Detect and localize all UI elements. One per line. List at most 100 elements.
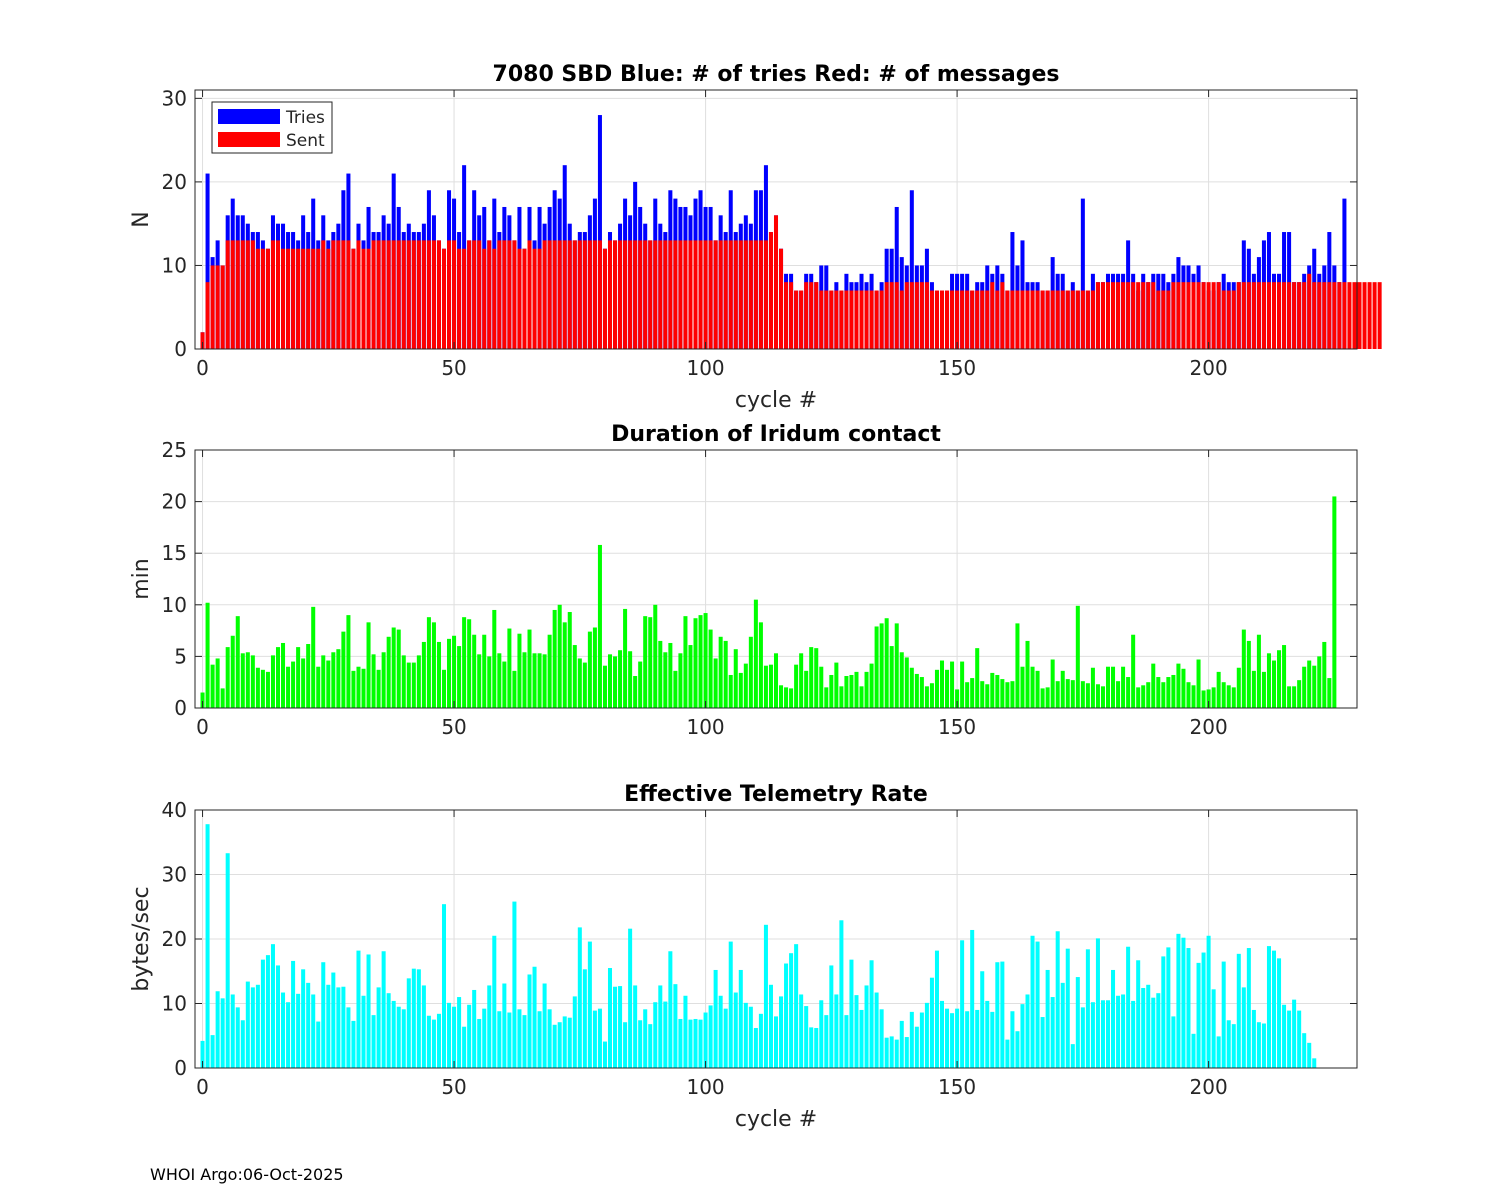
sent-bar: [547, 240, 552, 349]
rate-bar: [205, 824, 210, 1068]
rate-bar: [1251, 1009, 1256, 1068]
duration-bar: [884, 618, 889, 708]
rate-bar: [356, 950, 361, 1068]
sent-bar: [542, 240, 547, 349]
duration-bar: [371, 654, 376, 708]
sent-bar: [1075, 290, 1080, 349]
sent-bar: [939, 290, 945, 349]
chart-title: Duration of Iridum contact: [611, 422, 941, 447]
rate-bar: [1186, 948, 1191, 1068]
rate-bar: [487, 985, 492, 1068]
sent-bar: [245, 240, 250, 349]
rate-bar: [592, 1010, 597, 1068]
duration-bar: [562, 622, 567, 708]
sent-bar: [1156, 290, 1161, 349]
rate-bar: [1246, 948, 1251, 1068]
duration-bar: [336, 649, 341, 708]
sent-bar: [1126, 282, 1131, 349]
rate-bar: [623, 1022, 628, 1068]
x-tick-label: 150: [938, 715, 976, 739]
duration-bar: [1030, 666, 1035, 708]
sent-bar: [472, 240, 477, 349]
duration-bar: [1035, 670, 1040, 708]
sent-bar: [240, 240, 245, 349]
duration-bar: [1060, 670, 1065, 708]
rate-bar: [889, 1036, 894, 1068]
duration-bar: [819, 666, 824, 708]
sent-bar: [829, 290, 834, 349]
sent-bar: [1000, 282, 1005, 349]
rate-bar: [406, 978, 411, 1068]
sent-bar: [663, 240, 668, 349]
sent-bar: [436, 240, 441, 349]
rate-bar: [985, 1000, 990, 1068]
duration-bar: [849, 674, 854, 708]
sent-bar: [270, 240, 275, 349]
sent-bar: [613, 240, 618, 349]
duration-bar: [784, 687, 789, 708]
sent-bar: [1307, 273, 1312, 349]
tries-bar: [1342, 198, 1347, 349]
sent-bar: [321, 240, 326, 349]
rate-bar: [995, 962, 1000, 1068]
rate-bar: [965, 1011, 970, 1068]
tries-bar: [1080, 198, 1085, 349]
sent-bar: [779, 248, 784, 349]
sent-bar: [970, 290, 975, 349]
rate-bar: [341, 986, 346, 1068]
x-tick-label: 150: [938, 356, 976, 380]
rate-bar: [1266, 946, 1271, 1068]
rate-bar: [1131, 1000, 1136, 1068]
sent-bar: [441, 248, 447, 349]
duration-bar: [1332, 496, 1337, 708]
sent-bar: [879, 290, 884, 349]
rate-bar: [527, 974, 532, 1068]
duration-bar: [602, 665, 607, 708]
duration-bar: [1312, 665, 1317, 708]
duration-bar: [547, 634, 552, 708]
sent-bar: [1216, 282, 1221, 349]
duration-bar: [683, 616, 688, 708]
sent-bar: [628, 240, 633, 349]
rate-bar: [542, 983, 547, 1068]
rate-bar: [582, 969, 587, 1068]
rate-bar: [1171, 1016, 1176, 1068]
rate-bar: [638, 1020, 643, 1068]
rate-bar: [386, 993, 391, 1068]
duration-bar: [904, 657, 909, 708]
rate-bar: [1116, 995, 1121, 1068]
duration-bar: [426, 617, 431, 708]
rate-bar: [1211, 989, 1216, 1068]
rate-bar: [879, 1009, 884, 1068]
y-tick-label: 20: [162, 490, 187, 514]
duration-bar: [663, 652, 668, 708]
duration-bar: [1085, 683, 1090, 708]
duration-bar: [995, 674, 1000, 708]
sent-bar: [507, 240, 512, 349]
rate-bar: [1292, 999, 1297, 1068]
duration-bar: [467, 619, 472, 708]
sent-bar: [1146, 282, 1151, 349]
rate-bar: [904, 1037, 909, 1068]
duration-bar: [758, 622, 763, 708]
rate-bar: [1126, 946, 1131, 1068]
duration-bar: [854, 671, 859, 708]
duration-bar: [447, 638, 452, 708]
duration-bar: [567, 612, 572, 708]
rate-bar: [628, 928, 633, 1068]
duration-bar: [1005, 682, 1010, 708]
sent-bar: [301, 248, 306, 349]
rate-bar: [1307, 1042, 1312, 1068]
rate-bar: [779, 996, 784, 1068]
rate-bar: [960, 940, 965, 1068]
rate-bar: [552, 1024, 557, 1068]
duration-bar: [240, 653, 245, 708]
sent-bar: [336, 240, 341, 349]
sent-bar: [869, 290, 874, 349]
duration-bar: [1246, 640, 1251, 708]
sent-bar: [678, 240, 683, 349]
x-tick-label: 0: [196, 356, 209, 380]
sent-bar: [1090, 290, 1095, 349]
sent-bar: [1221, 290, 1226, 349]
duration-bar: [814, 648, 819, 708]
